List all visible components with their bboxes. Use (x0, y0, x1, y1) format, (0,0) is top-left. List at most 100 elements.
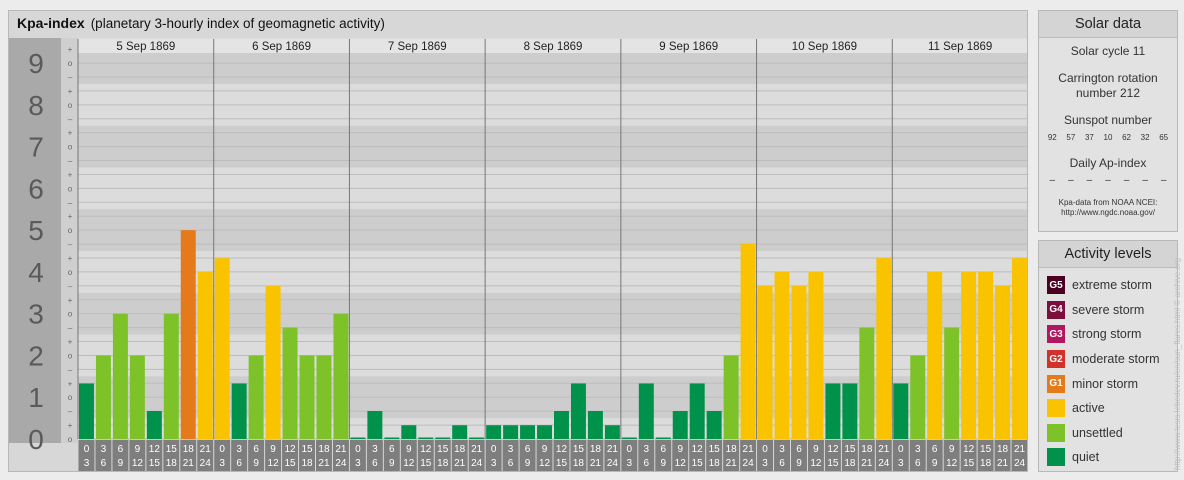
hour-start-label: 18 (997, 444, 1009, 455)
hour-start-label: 9 (677, 444, 683, 455)
kp-bar (774, 271, 790, 439)
hour-box (638, 440, 655, 471)
kp-bar (146, 411, 162, 439)
y-tick-label: 3 (28, 299, 44, 330)
hour-box (943, 440, 960, 471)
kp-bar (1012, 258, 1027, 439)
hour-box (163, 440, 180, 471)
hour-start-label: 15 (166, 444, 178, 455)
hour-end-label: 6 (236, 458, 242, 469)
day-label: 11 Sep 1869 (928, 41, 992, 53)
level-swatch (1047, 448, 1065, 467)
data-source-line1: Kpa-data from NOAA NCEI: (1058, 198, 1158, 207)
hour-start-label: 0 (898, 444, 904, 455)
hour-start-label: 18 (861, 444, 873, 455)
y-subtick-label: + (68, 254, 73, 263)
y-subtick-label: + (68, 87, 73, 96)
hour-end-label: 12 (539, 458, 551, 469)
kp-bar (859, 327, 875, 439)
hour-start-label: 0 (762, 444, 768, 455)
kp-bar (995, 285, 1011, 439)
y-subtick-label: o (68, 393, 73, 402)
hour-end-label: 24 (743, 458, 755, 469)
level-label: moderate storm (1072, 352, 1160, 367)
hour-start-label: 3 (508, 444, 514, 455)
hour-end-label: 6 (508, 458, 514, 469)
hour-end-label: 15 (284, 458, 296, 469)
y-tick-label: 1 (28, 382, 44, 413)
level-severe-storm: G4 severe storm (1039, 298, 1177, 323)
hour-box (672, 440, 689, 471)
hour-box (706, 440, 723, 471)
kp-bar (112, 313, 128, 439)
data-source-line2: http://www.ngdc.noaa.gov/ (1061, 208, 1155, 217)
hour-start-label: 15 (301, 444, 313, 455)
activity-levels-panel: Activity levels G5 extreme storm G4 seve… (1038, 240, 1178, 472)
hour-end-label: 9 (118, 458, 124, 469)
day-label: 9 Sep 1869 (659, 41, 718, 53)
hour-start-label: 12 (149, 444, 161, 455)
ap-value: – (1068, 175, 1074, 186)
hour-start-label: 9 (270, 444, 276, 455)
kp-bar (927, 271, 943, 439)
hour-box (417, 440, 434, 471)
y-subtick-label: + (68, 338, 73, 347)
y-subaxis-band (61, 38, 78, 443)
hour-start-label: 15 (573, 444, 585, 455)
hour-start-label: 18 (454, 444, 466, 455)
day-label: 8 Sep 1869 (524, 41, 583, 53)
hour-box (316, 440, 332, 471)
hour-start-label: 6 (932, 444, 938, 455)
kp-bar (384, 437, 400, 439)
hour-box (926, 440, 943, 471)
hour-start-label: 12 (963, 444, 975, 455)
hour-box (519, 440, 536, 471)
day-label: 6 Sep 1869 (252, 41, 311, 53)
hour-end-label: 3 (84, 458, 90, 469)
level-quiet: quiet (1039, 445, 1177, 470)
kp-bar (452, 425, 468, 439)
activity-levels-heading: Activity levels (1039, 241, 1177, 268)
hour-box (841, 440, 858, 471)
kp-bar (757, 285, 773, 439)
hour-box (214, 440, 231, 471)
sunspot-value: 37 (1084, 133, 1094, 142)
kp-bar (435, 437, 451, 439)
hour-end-label: 21 (318, 458, 330, 469)
kp-bar (689, 383, 705, 439)
y-subtick-label: – (68, 115, 73, 124)
hour-start-label: 12 (556, 444, 568, 455)
y-tick-label: 5 (28, 215, 44, 246)
chart-title-main: Kpa-index (17, 15, 85, 31)
hour-end-label: 15 (827, 458, 839, 469)
level-swatch: G5 (1047, 276, 1065, 295)
hour-box (112, 440, 129, 471)
hour-end-label: 21 (590, 458, 602, 469)
hour-box (468, 440, 485, 471)
y-subtick-label: + (68, 129, 73, 138)
carrington-rotation-line2: number 212 (1075, 86, 1141, 100)
hour-end-label: 15 (420, 458, 432, 469)
hour-start-label: 12 (827, 444, 839, 455)
hour-start-label: 15 (980, 444, 992, 455)
sunspot-value: 10 (1103, 133, 1113, 142)
kp-bar (350, 437, 366, 439)
level-label: extreme storm (1072, 278, 1152, 293)
kp-bar (893, 383, 909, 439)
hour-box (265, 440, 282, 471)
hour-box (282, 440, 299, 471)
hour-start-label: 3 (915, 444, 921, 455)
hour-box (740, 440, 757, 471)
sunspot-value: 32 (1140, 133, 1150, 142)
y-subtick-label: o (68, 184, 73, 193)
hour-start-label: 3 (236, 444, 242, 455)
hour-start-label: 12 (420, 444, 432, 455)
kp-bar (876, 258, 892, 439)
level-minor-storm: G1 minor storm (1039, 371, 1177, 396)
hour-box (400, 440, 417, 471)
kp-bar (842, 383, 858, 439)
y-subtick-label: o (68, 226, 73, 235)
kp-bar (265, 285, 281, 439)
chart-subtitle: (planetary 3-hourly index of geomagnetic… (90, 16, 385, 31)
y-subtick-label: – (68, 240, 73, 249)
